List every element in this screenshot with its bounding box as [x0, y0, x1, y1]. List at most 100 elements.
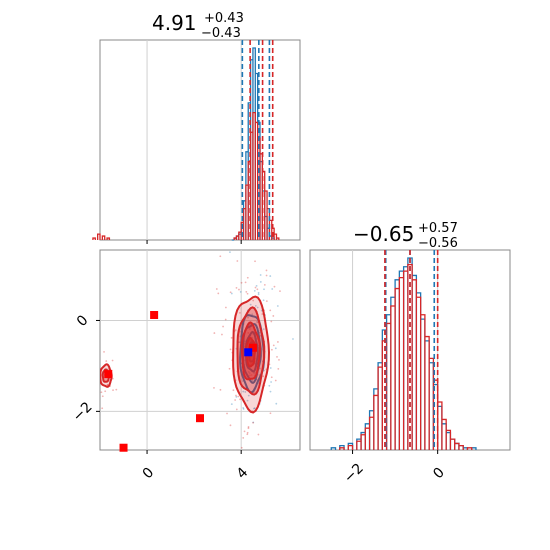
sample-point: [247, 427, 250, 430]
tick-marks: [352, 450, 439, 454]
panel-frame: [99, 39, 301, 241]
x-tick-labels: −2 0: [341, 460, 448, 486]
sample-point: [238, 288, 240, 291]
marker-red: [196, 414, 204, 423]
sample-point: [230, 403, 233, 405]
sample-point: [262, 328, 265, 331]
sample-point: [100, 391, 103, 394]
marker-red: [104, 370, 113, 379]
title-lower-param-1: −0.43: [201, 26, 241, 41]
sample-point: [258, 373, 261, 376]
grid-lines: [146, 40, 242, 240]
sample-point: [229, 291, 232, 294]
sample-point: [228, 367, 231, 370]
sample-point: [256, 321, 258, 323]
sample-point: [246, 431, 249, 434]
sample-point: [270, 376, 273, 379]
sample-point: [270, 381, 272, 383]
sample-point: [243, 430, 246, 433]
sample-point: [254, 260, 256, 263]
x-tick-label: 0: [140, 465, 158, 483]
sample-point: [277, 341, 279, 343]
sample-point: [272, 344, 275, 347]
sample-point: [262, 375, 265, 378]
sample-point: [265, 269, 268, 272]
title-value: 4.91: [152, 11, 197, 35]
sample-point: [254, 304, 257, 307]
sample-point: [111, 359, 114, 362]
sample-point: [237, 395, 240, 398]
sample-point: [252, 421, 254, 424]
sample-point: [263, 288, 265, 291]
sample-point: [112, 389, 114, 392]
sample-point: [259, 281, 262, 283]
sample-point: [224, 318, 227, 321]
sample-point: [239, 291, 242, 293]
sample-point: [238, 341, 241, 344]
sample-point: [229, 348, 232, 351]
histogram-series-1: [339, 263, 473, 450]
sample-point: [219, 388, 222, 391]
sample-point: [235, 408, 238, 411]
sample-point: [246, 276, 249, 279]
sample-point: [256, 306, 259, 309]
sample-point: [242, 408, 245, 410]
sample-point: [261, 313, 264, 315]
sample-point: [272, 315, 275, 317]
sample-point: [101, 407, 104, 410]
title-lower-param-2: −0.56: [418, 236, 458, 251]
panel-frame: [99, 249, 301, 451]
histogram-series: [92, 47, 280, 241]
sample-point: [239, 398, 241, 401]
sample-point: [103, 350, 105, 353]
sample-point: [255, 284, 258, 287]
quantile-lines: [384, 250, 439, 450]
tick-marks: [146, 240, 242, 244]
marker-points: [104, 311, 257, 452]
sample-point: [240, 281, 243, 284]
sample-point: [232, 389, 235, 392]
sample-point: [219, 255, 222, 258]
sample-point: [229, 424, 232, 427]
sample-point: [247, 394, 250, 397]
sample-point: [217, 292, 220, 295]
sample-point: [271, 288, 274, 290]
sample-point: [254, 286, 257, 289]
sample-point: [276, 355, 278, 358]
sample-point: [244, 281, 247, 284]
tick-marks: [96, 319, 242, 454]
sample-point: [101, 395, 104, 398]
sample-point: [269, 367, 272, 369]
sample-point: [253, 407, 256, 410]
sample-point: [246, 292, 249, 295]
sample-point: [268, 384, 271, 387]
x-tick-label: −2: [341, 460, 367, 486]
marker-blue: [244, 348, 253, 357]
sample-point: [222, 325, 224, 328]
sample-point: [273, 285, 276, 288]
sample-point: [224, 306, 227, 309]
marker-red: [248, 343, 257, 352]
sample-point: [221, 333, 223, 336]
quantile-lines: [241, 40, 274, 240]
title-param-2: −0.65: [353, 222, 414, 246]
title-upper-param-2: +0.57: [418, 221, 458, 236]
sample-point: [277, 367, 280, 370]
sample-point: [239, 311, 241, 314]
marginal-histogram-param-1: 4.91 +0.43 −0.43: [92, 11, 301, 244]
contour-series: [100, 295, 271, 414]
sample-point: [257, 293, 260, 296]
x-tick-label: 4: [234, 465, 252, 483]
sample-point: [242, 437, 245, 439]
sample-point: [105, 360, 108, 362]
sample-point: [246, 433, 249, 436]
sample-point: [230, 336, 233, 339]
sample-point: [246, 399, 249, 402]
sample-point: [252, 299, 255, 302]
sample-point: [234, 329, 237, 332]
sample-point: [245, 290, 248, 293]
sample-point: [253, 407, 255, 410]
sample-point: [242, 406, 245, 409]
sample-point: [251, 379, 254, 382]
sample-point: [104, 390, 107, 393]
